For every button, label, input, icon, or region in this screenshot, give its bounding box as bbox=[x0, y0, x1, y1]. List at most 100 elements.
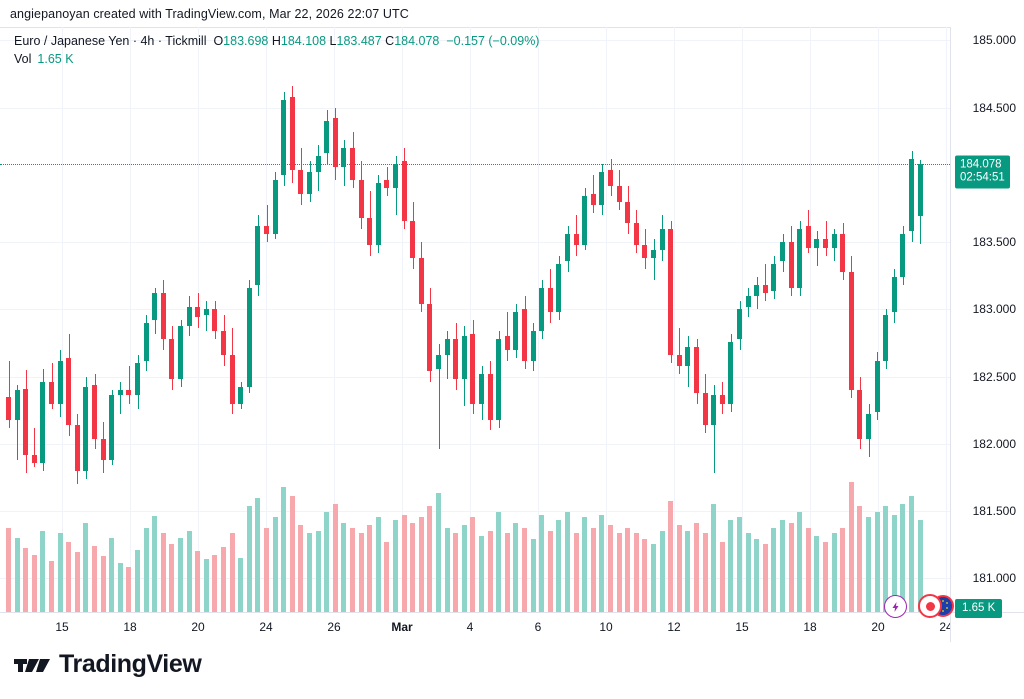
chart-legend[interactable]: Euro / Japanese Yen · 4h · Tickmill O183… bbox=[14, 33, 539, 68]
candle-body[interactable] bbox=[504, 336, 510, 350]
candle-body[interactable] bbox=[866, 414, 871, 439]
record-button-icon[interactable] bbox=[918, 594, 942, 618]
candle-body[interactable] bbox=[625, 201, 631, 224]
candle-body[interactable] bbox=[178, 325, 183, 380]
candle-body[interactable] bbox=[530, 330, 536, 361]
candle-body[interactable] bbox=[109, 395, 115, 461]
candle-body[interactable] bbox=[470, 333, 476, 404]
candle-body[interactable] bbox=[840, 234, 846, 272]
candle-body[interactable] bbox=[135, 363, 140, 396]
replay-record-icon[interactable] bbox=[918, 594, 962, 618]
candle-body[interactable] bbox=[100, 438, 106, 461]
candle-body[interactable] bbox=[711, 395, 717, 426]
candle-body[interactable] bbox=[57, 360, 63, 404]
candle-body[interactable] bbox=[633, 223, 639, 245]
candle-body[interactable] bbox=[883, 314, 889, 361]
candle-body[interactable] bbox=[762, 285, 768, 294]
candle-body[interactable] bbox=[117, 390, 123, 396]
candle-body[interactable] bbox=[608, 169, 613, 186]
candle-body[interactable] bbox=[642, 244, 648, 259]
candle-body[interactable] bbox=[737, 309, 742, 339]
candle-body[interactable] bbox=[436, 355, 441, 369]
candle-body[interactable] bbox=[427, 304, 433, 372]
candle-body[interactable] bbox=[341, 148, 347, 167]
candle-body[interactable] bbox=[272, 180, 278, 235]
candle-body[interactable] bbox=[917, 164, 923, 216]
chart-frame[interactable]: 185.000 184.500 183.500 183.000 182.500 182.0… bbox=[0, 27, 1024, 612]
candle-body[interactable] bbox=[556, 263, 562, 313]
current-price-badge[interactable]: 184.078 02:54:51 bbox=[955, 155, 1010, 189]
candle-body[interactable] bbox=[83, 387, 89, 471]
candle-body[interactable] bbox=[14, 390, 20, 420]
candle-body[interactable] bbox=[229, 355, 235, 404]
candle-body[interactable] bbox=[203, 309, 209, 315]
candle-body[interactable] bbox=[418, 258, 424, 305]
candle-body[interactable] bbox=[6, 396, 11, 420]
lightning-bolt-icon[interactable] bbox=[884, 595, 907, 618]
candle-body[interactable] bbox=[169, 339, 175, 380]
candle-body[interactable] bbox=[324, 121, 330, 154]
candle-body[interactable] bbox=[797, 228, 803, 288]
candle-body[interactable] bbox=[152, 293, 158, 321]
candle-body[interactable] bbox=[186, 306, 192, 326]
candle-body[interactable] bbox=[126, 390, 132, 396]
candle-body[interactable] bbox=[367, 217, 373, 245]
candle-body[interactable] bbox=[66, 357, 72, 426]
candle-body[interactable] bbox=[874, 360, 880, 412]
candle-body[interactable] bbox=[410, 220, 416, 259]
candle-body[interactable] bbox=[814, 239, 820, 248]
candle-body[interactable] bbox=[891, 277, 897, 313]
candle-body[interactable] bbox=[92, 384, 97, 439]
candle-body[interactable] bbox=[255, 226, 261, 286]
candle-body[interactable] bbox=[393, 164, 398, 189]
candle-body[interactable] bbox=[728, 341, 734, 404]
time-axis[interactable]: 15 18 20 24 26 Mar 4 6 10 12 15 18 20 24 bbox=[0, 612, 953, 642]
candle-body[interactable] bbox=[281, 99, 287, 175]
candle-body[interactable] bbox=[909, 158, 914, 232]
candle-body[interactable] bbox=[831, 234, 837, 248]
price-axis[interactable]: 185.000 184.500 183.500 183.000 182.500 182.0… bbox=[950, 27, 1024, 612]
candle-body[interactable] bbox=[195, 306, 201, 318]
candle-body[interactable] bbox=[745, 295, 751, 307]
candle-body[interactable] bbox=[332, 118, 338, 167]
legend-interval[interactable]: 4h bbox=[140, 34, 155, 48]
candle-body[interactable] bbox=[573, 234, 579, 245]
candle-body[interactable] bbox=[771, 263, 777, 291]
candle-body[interactable] bbox=[487, 373, 493, 420]
candle-body[interactable] bbox=[238, 387, 244, 404]
candle-body[interactable] bbox=[676, 355, 682, 366]
candle-body[interactable] bbox=[461, 336, 467, 380]
candle-body[interactable] bbox=[788, 242, 794, 288]
candle-body[interactable] bbox=[212, 309, 218, 331]
candle-body[interactable] bbox=[350, 148, 355, 181]
candle-body[interactable] bbox=[900, 234, 906, 278]
candle-body[interactable] bbox=[823, 239, 828, 248]
candle-body[interactable] bbox=[599, 172, 605, 205]
candle-body[interactable] bbox=[358, 180, 364, 218]
candle-body[interactable] bbox=[289, 96, 295, 170]
candle-body[interactable] bbox=[479, 373, 484, 404]
candle-body[interactable] bbox=[143, 322, 149, 361]
candle-body[interactable] bbox=[659, 228, 665, 251]
candle-body[interactable] bbox=[384, 180, 390, 189]
candle-body[interactable] bbox=[780, 242, 785, 261]
candle-body[interactable] bbox=[23, 388, 29, 455]
candle-body[interactable] bbox=[565, 234, 570, 261]
candle-body[interactable] bbox=[582, 196, 588, 245]
candle-body[interactable] bbox=[221, 330, 226, 356]
candle-body[interactable] bbox=[590, 193, 596, 205]
legend-symbol[interactable]: Euro / Japanese Yen bbox=[14, 34, 130, 48]
candle-body[interactable] bbox=[160, 293, 166, 339]
candle-body[interactable] bbox=[513, 312, 519, 350]
candle-body[interactable] bbox=[685, 347, 691, 366]
candle-body[interactable] bbox=[754, 285, 760, 296]
candle-body[interactable] bbox=[31, 454, 37, 463]
candle-body[interactable] bbox=[40, 382, 46, 463]
candle-body[interactable] bbox=[401, 161, 407, 221]
candle-body[interactable] bbox=[246, 287, 252, 388]
candle-body[interactable] bbox=[719, 395, 725, 404]
candle-body[interactable] bbox=[496, 339, 502, 420]
candle-body[interactable] bbox=[453, 339, 459, 380]
candle-body[interactable] bbox=[307, 172, 312, 194]
candle-body[interactable] bbox=[702, 392, 708, 426]
